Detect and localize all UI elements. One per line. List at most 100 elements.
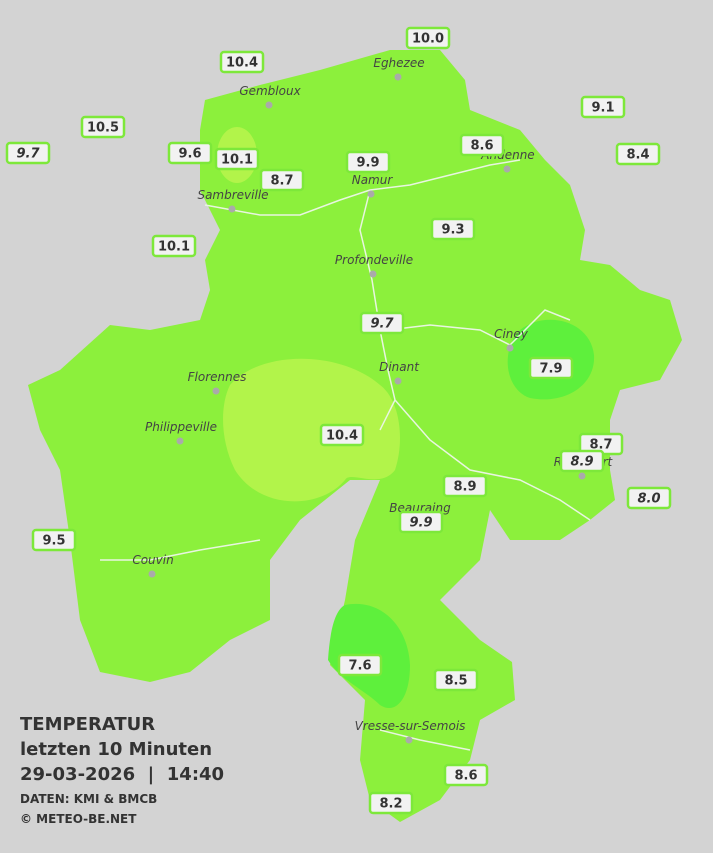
station: 10.4 [319, 423, 365, 447]
station: 9.1 [580, 95, 626, 119]
town-label: Philippeville [145, 420, 217, 434]
town-label: Eghezee [373, 56, 424, 70]
legend: TEMPERATUR letzten 10 Minuten 29-03-2026… [20, 714, 224, 826]
town-dot [503, 165, 511, 173]
station-box [405, 26, 451, 50]
station-value: 7.6 [348, 659, 371, 674]
station-box [459, 133, 505, 157]
station: 10.1 [214, 147, 260, 171]
station-box [433, 668, 479, 692]
station-value: 8.5 [444, 674, 467, 689]
station: 10.5 [80, 115, 126, 139]
town-dot [265, 101, 273, 109]
station-box [626, 486, 672, 510]
town-label: Ciney [494, 327, 529, 341]
station: 10.0 [405, 26, 451, 50]
station-box [443, 763, 489, 787]
station-value: 8.0 [637, 492, 660, 507]
station-value: 8.9 [570, 455, 593, 470]
town-label: Namur [352, 173, 394, 187]
station-value: 9.7 [16, 147, 40, 162]
station-value: 10.1 [158, 240, 190, 255]
town-dot [394, 73, 402, 81]
town-dot [228, 205, 236, 213]
station-value: 10.4 [326, 429, 358, 444]
station-value: 8.9 [453, 480, 476, 495]
station-box [528, 356, 574, 380]
station-value: 9.9 [409, 516, 432, 531]
station-value: 8.7 [589, 438, 612, 453]
station: 8.9 [559, 449, 605, 473]
station-box [398, 510, 444, 534]
legend-datetime: 29-03-2026 | 14:40 [20, 764, 224, 785]
station: 9.9 [345, 150, 391, 174]
station-box [31, 528, 77, 552]
town-dot [148, 570, 156, 578]
station: 9.7 [5, 141, 51, 165]
station: 8.7 [259, 168, 305, 192]
station-box [5, 141, 51, 165]
town-label: Gembloux [239, 84, 301, 98]
station-value: 8.6 [454, 769, 477, 784]
town-dot [369, 270, 377, 278]
station-box [559, 449, 605, 473]
station-value: 10.0 [412, 32, 444, 47]
station: 7.9 [528, 356, 574, 380]
station-box [359, 311, 405, 335]
station: 9.7 [359, 311, 405, 335]
station-value: 9.3 [441, 223, 464, 238]
station-value: 9.7 [370, 317, 394, 332]
station-box [368, 791, 414, 815]
station: 9.6 [167, 141, 213, 165]
station: 9.3 [430, 217, 476, 241]
station-box [615, 142, 661, 166]
legend-period: letzten 10 Minuten [20, 739, 212, 760]
station: 8.6 [459, 133, 505, 157]
station: 8.0 [626, 486, 672, 510]
station-box [430, 217, 476, 241]
station-box [345, 150, 391, 174]
town-label: Profondeville [335, 253, 413, 267]
station-value: 10.5 [87, 121, 119, 136]
station-value: 8.4 [626, 148, 649, 163]
station-value: 10.4 [226, 56, 258, 71]
station: 9.9 [398, 510, 444, 534]
station-box [442, 474, 488, 498]
station: 8.5 [433, 668, 479, 692]
station-box [219, 50, 265, 74]
station: 10.4 [219, 50, 265, 74]
town-dot [176, 437, 184, 445]
legend-source: DATEN: KMI & BMCB [20, 792, 157, 806]
station: 8.9 [442, 474, 488, 498]
town-dot [367, 190, 375, 198]
station-value: 10.1 [221, 153, 253, 168]
town-dot [405, 736, 413, 744]
station-box [151, 234, 197, 258]
station: 8.4 [615, 142, 661, 166]
station-value: 8.6 [470, 139, 493, 154]
town-dot [578, 472, 586, 480]
town-dot [394, 377, 402, 385]
station-box [580, 95, 626, 119]
station-value: 9.6 [178, 147, 201, 162]
town-label: Couvin [132, 553, 173, 567]
station: 7.6 [337, 653, 383, 677]
station-box [167, 141, 213, 165]
town-label: Vresse-sur-Semois [355, 719, 466, 733]
station: 8.2 [368, 791, 414, 815]
station-value: 8.2 [379, 797, 402, 812]
town-label: Sambreville [197, 188, 268, 202]
station-value: 8.7 [270, 174, 293, 189]
station-value: 9.9 [356, 156, 379, 171]
legend-copyright: © METEO-BE.NET [20, 812, 137, 826]
station-box [80, 115, 126, 139]
town-dot [506, 344, 514, 352]
legend-title: TEMPERATUR [20, 714, 155, 735]
station-box [319, 423, 365, 447]
station-box [337, 653, 383, 677]
station-box [259, 168, 305, 192]
station: 8.6 [443, 763, 489, 787]
town-label: Florennes [188, 370, 247, 384]
